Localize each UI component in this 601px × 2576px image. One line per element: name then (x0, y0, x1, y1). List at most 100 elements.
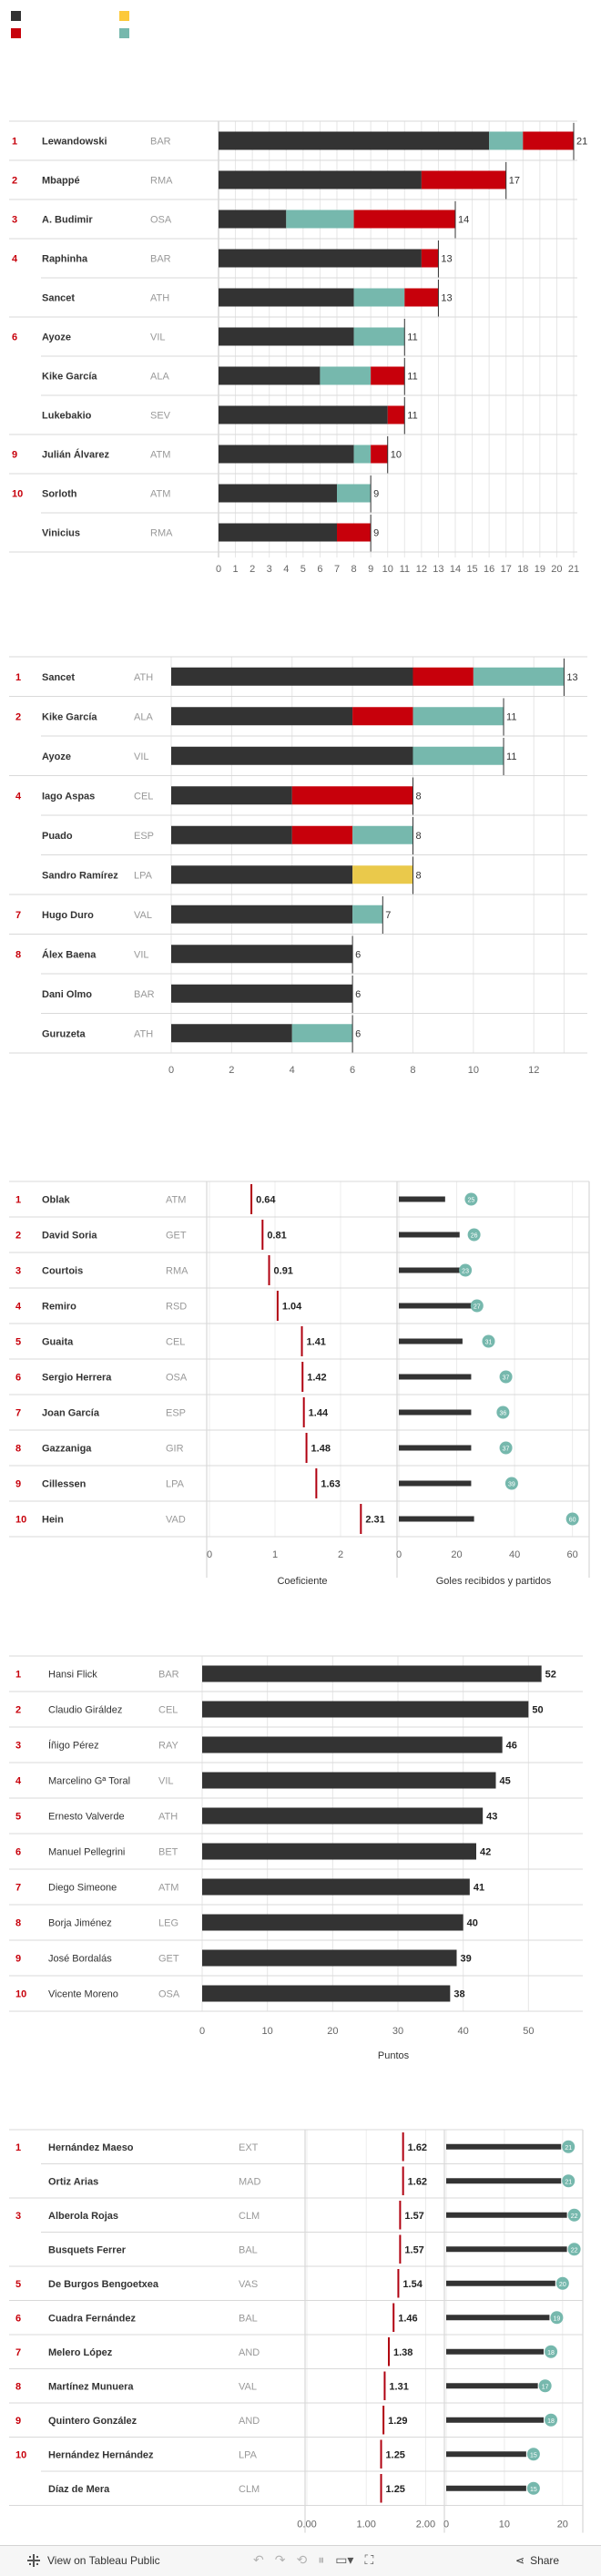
share-button[interactable]: ⋖ Share (515, 2554, 559, 2567)
chart-asistentes: 1 Sancet ATH 13 2 Kike García ALA 11 Ayoze VIL 11 4… (9, 656, 587, 1076)
matches-dot (482, 1334, 495, 1348)
matches-label: 22 (571, 2247, 578, 2254)
team-label: ATM (158, 1883, 178, 1894)
view-on-tableau-link[interactable]: View on Tableau Public (27, 2554, 160, 2567)
value-label: 43 (486, 1812, 497, 1823)
matches-bar (446, 2417, 545, 2423)
total-label: 11 (407, 411, 417, 422)
matches-dot (526, 2481, 540, 2495)
matches-bar (446, 2451, 526, 2458)
value-label: 42 (480, 1847, 491, 1858)
matches-bar (446, 2383, 538, 2389)
goals-bar (399, 1303, 480, 1309)
device-layout-icon[interactable]: ▭▾ (335, 2552, 354, 2567)
total-label: 7 (385, 910, 391, 921)
team-label: ATH (158, 1812, 178, 1823)
rank-label: 8 (15, 2381, 21, 2392)
x-tick-label: 6 (350, 1065, 355, 1076)
coef-label: 0.91 (274, 1266, 293, 1277)
x-tick-label: 20 (327, 2026, 338, 2037)
bar-segment (219, 484, 337, 503)
bar-segment (371, 366, 405, 385)
matches-label: 18 (547, 2418, 555, 2425)
value-label: 52 (545, 1670, 556, 1681)
goals-bar (399, 1516, 474, 1522)
player-name: Busquets Ferrer (48, 2244, 127, 2255)
x-tick-label: 6 (317, 564, 322, 575)
matches-dot (567, 2208, 581, 2222)
coef-label: 2.31 (365, 1515, 384, 1526)
bar-segment (353, 210, 455, 229)
bar-segment (404, 288, 439, 307)
x-tick-label: 2 (250, 564, 255, 575)
rank-label: 9 (15, 1479, 21, 1490)
player-name: Iago Aspas (42, 791, 95, 802)
team-label: ATH (150, 293, 169, 304)
matches-dot (562, 2140, 576, 2153)
total-label: 13 (441, 293, 452, 304)
pause-icon[interactable]: ⏸ (318, 2552, 325, 2567)
undo-icon[interactable]: ↶ (253, 2552, 264, 2567)
rank-label: 2 (15, 711, 21, 722)
value-label: 50 (532, 1705, 543, 1716)
redo-icon[interactable]: ↷ (274, 2552, 286, 2567)
matches-dot (562, 2174, 576, 2188)
team-label: CLM (239, 2211, 260, 2222)
x-tick-label: 13 (433, 564, 443, 575)
player-name: Lukebakio (42, 411, 92, 422)
x-tick-label: 8 (351, 564, 357, 575)
bar-segment (489, 131, 524, 150)
bar-segment (421, 249, 439, 268)
matches-bar (446, 2315, 550, 2321)
x-tick-label: 8 (410, 1065, 415, 1076)
team-label: VIL (158, 1776, 174, 1787)
value-label: 41 (474, 1883, 484, 1894)
bar-segment (352, 707, 413, 726)
player-name: Ayoze (42, 751, 71, 762)
rank-label: 4 (15, 1302, 22, 1313)
coef-label: 1.29 (388, 2416, 407, 2427)
x-tick-label: 4 (290, 1065, 295, 1076)
rank-label: 4 (15, 1776, 22, 1787)
rank-label: 7 (15, 1408, 21, 1419)
team-label: LEG (158, 1918, 178, 1929)
coef-label: 0.81 (267, 1231, 286, 1242)
bar-segment (523, 131, 574, 150)
team-label: OSA (150, 215, 172, 226)
bar-segment (171, 984, 353, 1003)
chart-porteros: 1 Oblak ATM 0.64 252 David Soria GET 0.81 263 Cou… (9, 1181, 590, 1587)
bar-segment (219, 210, 287, 229)
bar-segment (171, 707, 353, 726)
team-label: LPA (134, 870, 153, 881)
bar-segment (219, 523, 337, 542)
x-tick-label: 0 (443, 2520, 449, 2530)
coef-label: 1.62 (408, 2142, 427, 2153)
x-axis-title-right: Goles recibidos y partidos (436, 1576, 552, 1587)
bar-segment (219, 405, 388, 424)
player-name: Lewandowski (42, 137, 107, 148)
team-label: ESP (134, 831, 154, 842)
team-label: CEL (134, 791, 153, 802)
x-tick-label: 0 (199, 2026, 205, 2037)
revert-icon[interactable]: ⟲ (296, 2552, 308, 2567)
x-axis-title-left: Coeficiente (277, 1576, 327, 1587)
player-name: Hein (42, 1515, 64, 1526)
player-name: Ortiz Arias (48, 2176, 98, 2187)
team-label: BET (158, 1847, 178, 1858)
x-tick-label: 2 (338, 1549, 343, 1560)
rank-label: 10 (15, 2449, 26, 2460)
rank-label: 2 (15, 1705, 21, 1716)
x-tick-label: 9 (368, 564, 373, 575)
total-label: 11 (506, 711, 516, 722)
player-name: Melero López (48, 2347, 113, 2358)
player-name: Alberola Rojas (48, 2211, 118, 2222)
player-name: Ernesto Valverde (48, 1812, 125, 1823)
bar-segment (413, 667, 474, 686)
bar (202, 1665, 542, 1682)
rank-label: 7 (15, 1883, 21, 1894)
fullscreen-icon[interactable]: ⛶ (364, 2552, 374, 2567)
x-tick-label: 15 (466, 564, 477, 575)
team-label: BAR (150, 254, 171, 265)
coef-label: 1.48 (311, 1444, 331, 1455)
